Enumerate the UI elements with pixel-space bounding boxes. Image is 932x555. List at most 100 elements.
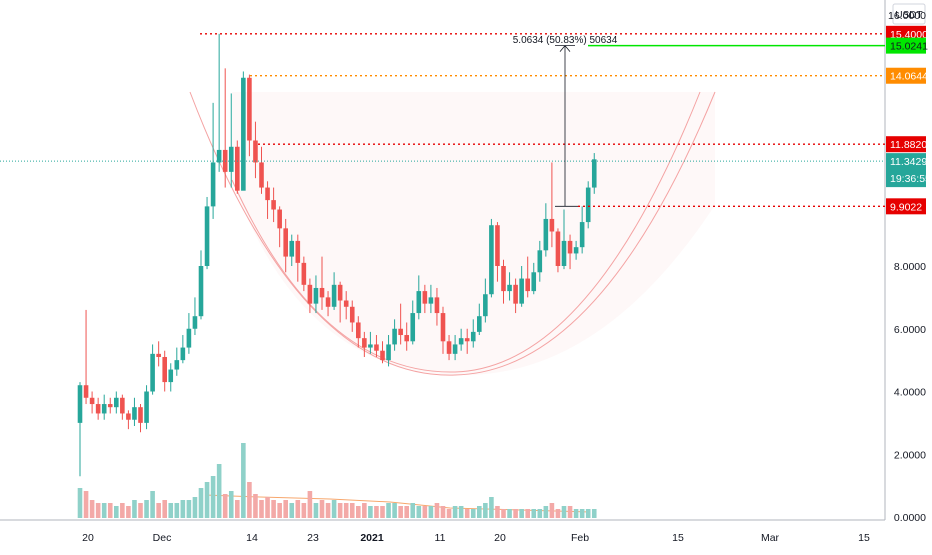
y-tick-label: 8.0000 <box>894 261 926 273</box>
volume-bar <box>168 503 174 518</box>
volume-bar <box>362 503 367 518</box>
candle-body <box>283 228 288 257</box>
candle-body <box>489 225 494 295</box>
volume-bar <box>458 506 464 518</box>
candle-body <box>386 344 391 361</box>
candle-body <box>428 297 434 304</box>
volume-bar <box>422 506 428 518</box>
candle-body <box>440 313 446 342</box>
volume-bar <box>428 506 434 518</box>
candle-body <box>253 140 258 163</box>
volume-bar <box>307 491 313 518</box>
volume-bar <box>120 503 125 518</box>
volume-bar <box>349 503 355 518</box>
volume-bar <box>567 506 573 518</box>
volume-bar <box>186 500 192 518</box>
volume-bar <box>331 500 337 518</box>
candle-body <box>331 284 337 307</box>
candle-body <box>561 240 567 266</box>
volume-bar <box>519 509 524 518</box>
volume-bar <box>301 503 307 518</box>
candle-body <box>525 278 530 292</box>
candle-body <box>368 344 373 348</box>
candle-body <box>180 347 186 361</box>
volume-bar <box>513 509 518 518</box>
candle-body <box>277 209 282 229</box>
volume-bar <box>489 497 494 518</box>
candle-body <box>89 397 95 405</box>
level-price-tag: 15.0241 <box>890 41 928 53</box>
current-price-tag: 11.3429 <box>890 156 927 168</box>
candle-body <box>410 313 416 342</box>
volume-bar <box>138 503 143 518</box>
volume-bar <box>162 500 167 518</box>
volume-bar <box>477 506 482 518</box>
volume-bar <box>495 506 500 518</box>
volume-bar <box>101 503 107 518</box>
volume-bar <box>464 509 470 518</box>
candle-body <box>422 291 428 304</box>
candle-body <box>555 231 561 266</box>
volume-bar <box>228 491 234 518</box>
volume-bar <box>337 503 343 518</box>
volume-bar <box>374 506 379 518</box>
candle-body <box>192 316 198 329</box>
volume-bar <box>180 500 186 518</box>
candle-body <box>392 328 397 345</box>
candle-body <box>174 360 180 370</box>
candle-body <box>325 297 331 307</box>
volume-bar <box>386 503 391 518</box>
candle-body <box>150 353 155 392</box>
volume-bar <box>150 491 155 518</box>
volume-bar <box>114 506 119 518</box>
candle-body <box>337 284 343 301</box>
volume-bar <box>343 503 349 518</box>
candle-body <box>434 297 440 314</box>
candle-body <box>198 266 204 317</box>
candle-body <box>83 385 89 398</box>
volume-bar <box>216 464 222 518</box>
volume-bar <box>579 509 585 518</box>
volume-bar <box>265 497 270 518</box>
volume-bar <box>174 503 180 518</box>
candle-body <box>446 341 452 354</box>
candle-body <box>477 316 482 332</box>
candle-body <box>362 338 367 348</box>
candle-body <box>319 287 325 298</box>
y-tick-label: 6.0000 <box>894 324 926 336</box>
volume-bar <box>507 509 512 518</box>
candle-body <box>343 300 349 307</box>
candle-body <box>259 162 264 188</box>
volume-bar <box>404 506 409 518</box>
level-price-tag-bg <box>886 67 926 84</box>
volume-bar <box>126 506 131 518</box>
level-price-tag-bg <box>886 37 926 54</box>
level-price-tag-bg <box>886 136 926 153</box>
volume-bar <box>561 506 567 518</box>
volume-bar <box>440 506 446 518</box>
volume-bar <box>77 488 83 518</box>
candle-body <box>247 77 252 141</box>
current-price-tag-bg <box>886 153 926 188</box>
cup-curve-outer <box>189 91 716 376</box>
candle-body <box>132 407 137 420</box>
volume-bar <box>585 509 591 518</box>
current-price-countdown: 19:36:55 <box>890 173 931 185</box>
candle-body <box>77 385 83 423</box>
volume-bar <box>235 500 240 518</box>
volume-bar <box>368 506 373 518</box>
x-tick-label: 20 <box>82 532 94 544</box>
candle-body <box>374 344 379 351</box>
candle-body <box>313 287 319 304</box>
x-tick-label: 20 <box>494 532 506 544</box>
volume-bar <box>289 503 295 518</box>
y-tick-label: 16.0000 <box>888 10 926 22</box>
volume-bar <box>573 509 579 518</box>
candle-body <box>458 338 464 345</box>
candle-body <box>513 284 518 304</box>
volume-bar <box>501 509 506 518</box>
volume-bar <box>325 503 331 518</box>
candle-body <box>101 404 107 414</box>
